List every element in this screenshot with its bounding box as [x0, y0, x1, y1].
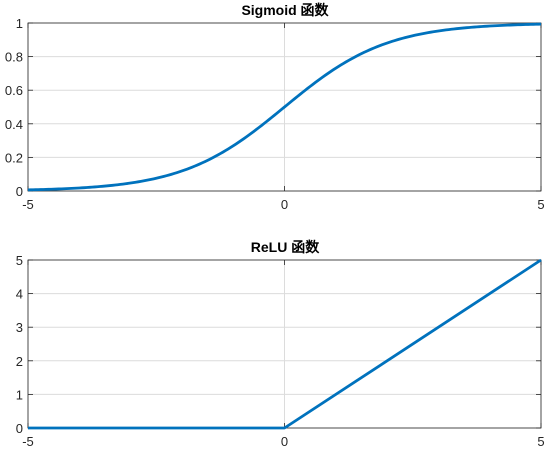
- sigmoid-x-tick-label: 0: [281, 197, 288, 212]
- sigmoid-y-tick-label: 0: [16, 184, 23, 199]
- sigmoid-y-tick-label: 0.6: [5, 83, 23, 98]
- relu-chart-title: ReLU 函数: [251, 239, 320, 255]
- relu-y-tick-label: 2: [16, 354, 23, 369]
- relu-series-line: [28, 258, 542, 430]
- sigmoid-x-tick-label: 5: [537, 197, 544, 212]
- sigmoid-y-tick-label: 0.4: [5, 117, 23, 132]
- sigmoid-y-tick-label: 1: [16, 16, 23, 31]
- relu-y-tick-label: 3: [16, 320, 23, 335]
- relu-y-tick-label: 4: [16, 287, 23, 302]
- sigmoid-series-line: [27, 22, 542, 192]
- relu-x-tick-label: 5: [537, 434, 544, 449]
- relu-y-tick-label: 0: [16, 421, 23, 436]
- relu-x-tick-label: 0: [281, 434, 288, 449]
- relu-y-tick-label: 1: [16, 387, 23, 402]
- sigmoid-y-tick-label: 0.2: [5, 150, 23, 165]
- relu-x-tick-label: -5: [22, 434, 34, 449]
- sigmoid-x-tick-label: -5: [22, 197, 34, 212]
- sigmoid-chart-title: Sigmoid 函数: [241, 2, 329, 18]
- relu-y-tick-label: 5: [16, 253, 23, 268]
- sigmoid-y-tick-label: 0.8: [5, 50, 23, 65]
